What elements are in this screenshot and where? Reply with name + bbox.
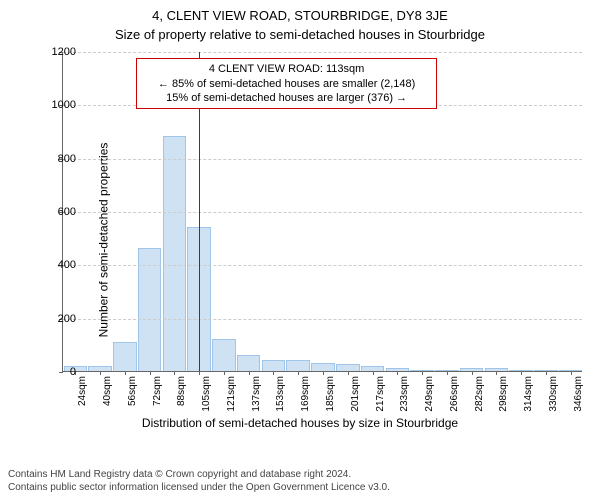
xtick-label: 217sqm bbox=[375, 376, 386, 412]
xtick-label: 88sqm bbox=[176, 376, 187, 406]
xtick-label: 185sqm bbox=[325, 376, 336, 412]
grid-line bbox=[63, 212, 582, 213]
xtick-label: 249sqm bbox=[424, 376, 435, 412]
ytick-label: 1200 bbox=[44, 46, 76, 58]
annotation-box: 4 CLENT VIEW ROAD: 113sqm← 85% of semi-d… bbox=[136, 58, 438, 109]
xtick-label: 266sqm bbox=[449, 376, 460, 412]
xtick-label: 346sqm bbox=[573, 376, 584, 412]
xtick-label: 282sqm bbox=[474, 376, 485, 412]
xtick-label: 105sqm bbox=[201, 376, 212, 412]
histogram-bar bbox=[113, 342, 137, 371]
ytick-label: 800 bbox=[44, 153, 76, 165]
x-axis-ticks: 24sqm 40sqm 56sqm 72sqm 88sqm 105sqm 121sqm 137… bbox=[62, 372, 582, 420]
histogram-bar bbox=[138, 248, 162, 371]
grid-line bbox=[63, 52, 582, 53]
page-title: 4, CLENT VIEW ROAD, STOURBRIDGE, DY8 3JE bbox=[0, 0, 600, 23]
xtick-label: 40sqm bbox=[102, 376, 113, 406]
histogram-bar bbox=[237, 355, 261, 371]
histogram-bar bbox=[163, 136, 187, 371]
xtick-label: 298sqm bbox=[498, 376, 509, 412]
footer-line-1: Contains HM Land Registry data © Crown c… bbox=[8, 468, 592, 481]
xtick-label: 137sqm bbox=[251, 376, 262, 412]
grid-line bbox=[63, 159, 582, 160]
ytick-label: 400 bbox=[44, 259, 76, 271]
ytick-label: 0 bbox=[44, 366, 76, 378]
xtick-label: 169sqm bbox=[300, 376, 311, 412]
grid-line bbox=[63, 265, 582, 266]
histogram-bar bbox=[286, 360, 310, 371]
ytick-label: 200 bbox=[44, 313, 76, 325]
histogram-bar bbox=[212, 339, 236, 371]
ytick-label: 600 bbox=[44, 206, 76, 218]
xtick-label: 121sqm bbox=[226, 376, 237, 412]
histogram-bar bbox=[311, 363, 335, 371]
xtick-label: 24sqm bbox=[77, 376, 88, 406]
xtick-label: 233sqm bbox=[399, 376, 410, 412]
grid-line bbox=[63, 319, 582, 320]
xtick-label: 56sqm bbox=[127, 376, 138, 406]
annotation-line: 15% of semi-detached houses are larger (… bbox=[143, 91, 431, 105]
histogram-bar bbox=[336, 364, 360, 371]
annotation-line: ← 85% of semi-detached houses are smalle… bbox=[143, 77, 431, 91]
xtick-label: 72sqm bbox=[152, 376, 163, 406]
annotation-line: 4 CLENT VIEW ROAD: 113sqm bbox=[143, 62, 431, 76]
plot-region: 4 CLENT VIEW ROAD: 113sqm← 85% of semi-d… bbox=[62, 52, 582, 372]
xtick-label: 201sqm bbox=[350, 376, 361, 412]
xtick-label: 314sqm bbox=[523, 376, 534, 412]
xtick-label: 153sqm bbox=[275, 376, 286, 412]
histogram-bar bbox=[262, 360, 286, 371]
footer-attribution: Contains HM Land Registry data © Crown c… bbox=[8, 468, 592, 494]
xtick-label: 330sqm bbox=[548, 376, 559, 412]
chart-subtitle: Size of property relative to semi-detach… bbox=[0, 23, 600, 42]
ytick-label: 1000 bbox=[44, 99, 76, 111]
x-axis-label: Distribution of semi-detached houses by … bbox=[0, 416, 600, 430]
footer-line-2: Contains public sector information licen… bbox=[8, 481, 592, 494]
chart-area: Number of semi-detached properties 4 CLE… bbox=[0, 52, 600, 428]
